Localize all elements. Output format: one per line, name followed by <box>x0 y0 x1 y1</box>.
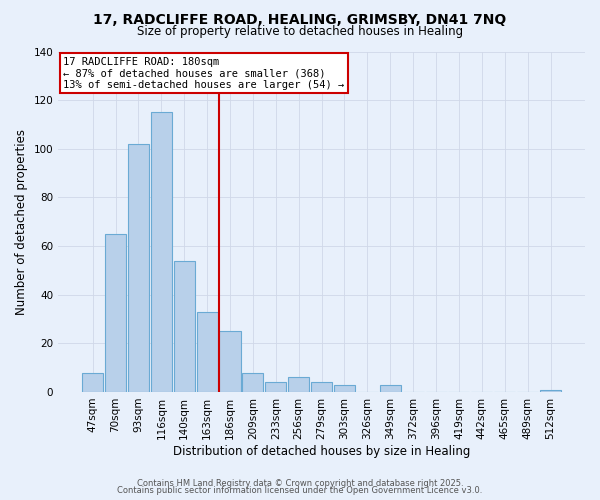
Bar <box>380 384 401 392</box>
Y-axis label: Number of detached properties: Number of detached properties <box>15 128 28 314</box>
Bar <box>288 378 309 392</box>
Bar <box>151 112 172 392</box>
Text: Contains HM Land Registry data © Crown copyright and database right 2025.: Contains HM Land Registry data © Crown c… <box>137 478 463 488</box>
Bar <box>540 390 561 392</box>
Text: 17, RADCLIFFE ROAD, HEALING, GRIMSBY, DN41 7NQ: 17, RADCLIFFE ROAD, HEALING, GRIMSBY, DN… <box>94 12 506 26</box>
Bar <box>334 384 355 392</box>
Bar <box>220 331 241 392</box>
Bar <box>173 260 195 392</box>
X-axis label: Distribution of detached houses by size in Healing: Distribution of detached houses by size … <box>173 444 470 458</box>
Bar <box>265 382 286 392</box>
Bar <box>311 382 332 392</box>
Bar <box>82 372 103 392</box>
Bar <box>128 144 149 392</box>
Bar <box>105 234 126 392</box>
Text: 17 RADCLIFFE ROAD: 180sqm
← 87% of detached houses are smaller (368)
13% of semi: 17 RADCLIFFE ROAD: 180sqm ← 87% of detac… <box>64 56 344 90</box>
Text: Size of property relative to detached houses in Healing: Size of property relative to detached ho… <box>137 25 463 38</box>
Bar <box>242 372 263 392</box>
Text: Contains public sector information licensed under the Open Government Licence v3: Contains public sector information licen… <box>118 486 482 495</box>
Bar <box>197 312 218 392</box>
